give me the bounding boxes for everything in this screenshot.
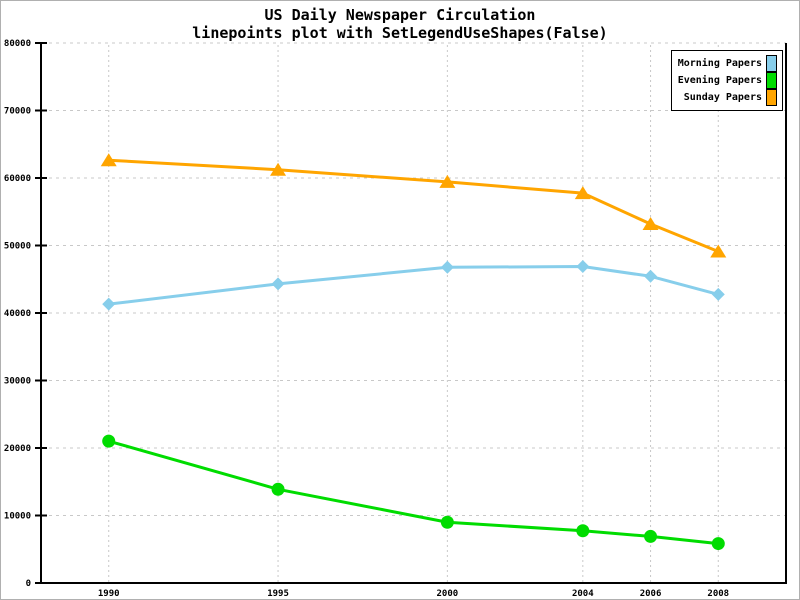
- circle-marker: [102, 434, 116, 448]
- triangle-marker: [270, 162, 287, 176]
- legend-swatch: [766, 55, 777, 72]
- y-tick-label: 80000: [4, 39, 31, 49]
- y-tick-label: 0: [26, 579, 31, 589]
- circle-marker: [576, 524, 590, 538]
- triangle-marker: [439, 174, 456, 188]
- circle-marker: [271, 482, 285, 496]
- circle-marker: [711, 537, 725, 551]
- series-line-sunday-papers: [108, 158, 719, 253]
- y-tick-label: 10000: [4, 512, 31, 522]
- circle-marker: [440, 515, 454, 529]
- y-tick-label: 70000: [4, 107, 31, 117]
- legend-label: Morning Papers: [677, 58, 762, 69]
- chart-subtitle: linepoints plot with SetLegendUseShapes(…: [192, 24, 608, 42]
- x-tick-label: 2000: [437, 589, 459, 599]
- legend-item: Morning Papers: [676, 55, 777, 72]
- diamond-marker: [576, 260, 590, 274]
- legend-swatch: [766, 72, 777, 89]
- x-tick-label: 1990: [98, 589, 120, 599]
- x-tick-label: 2008: [707, 589, 729, 599]
- triangle-marker: [100, 153, 117, 167]
- y-tick-label: 30000: [4, 377, 31, 387]
- legend-label: Evening Papers: [677, 75, 762, 86]
- triangle-marker: [642, 217, 659, 231]
- y-tick-label: 60000: [4, 174, 31, 184]
- series-line-evening-papers: [108, 439, 719, 546]
- legend-swatch: [766, 89, 777, 106]
- legend-label: Sunday Papers: [683, 92, 762, 103]
- triangle-marker: [710, 244, 727, 258]
- diamond-marker: [102, 297, 116, 311]
- circle-marker: [644, 529, 658, 543]
- diamond-marker: [711, 287, 725, 301]
- diamond-marker: [440, 260, 454, 274]
- y-tick-label: 20000: [4, 444, 31, 454]
- diamond-marker: [271, 277, 285, 291]
- x-tick-label: 2004: [572, 589, 594, 599]
- triangle-marker: [574, 186, 591, 200]
- diamond-marker: [644, 269, 658, 283]
- y-tick-label: 40000: [4, 309, 31, 319]
- chart-titles: US Daily Newspaper Circulation linepoint…: [1, 6, 799, 42]
- legend: Morning Papers Evening Papers Sunday Paper…: [671, 50, 783, 111]
- series-line-morning-papers: [108, 265, 719, 306]
- y-tick-label: 50000: [4, 242, 31, 252]
- legend-item: Evening Papers: [676, 72, 777, 89]
- x-tick-label: 2006: [640, 589, 662, 599]
- legend-item: Sunday Papers: [676, 89, 777, 106]
- chart-title: US Daily Newspaper Circulation: [264, 6, 536, 24]
- x-tick-label: 1995: [267, 589, 289, 599]
